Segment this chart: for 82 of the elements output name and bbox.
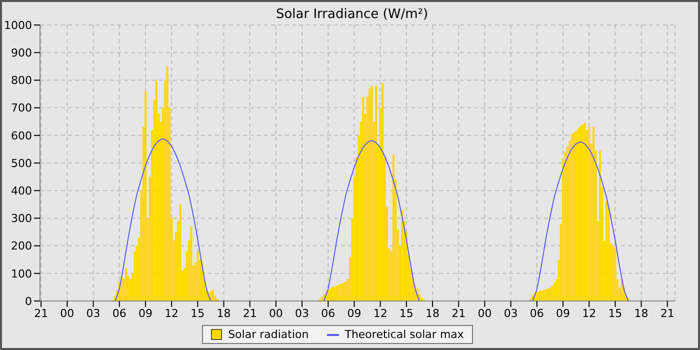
y-tick-label: 0 <box>25 294 32 308</box>
bar <box>584 122 586 301</box>
bar <box>155 80 158 301</box>
bar <box>549 288 552 301</box>
x-tick-label: 00 <box>268 306 283 320</box>
bar <box>582 124 584 301</box>
bar <box>553 282 556 301</box>
bar <box>124 268 127 301</box>
x-tick-label: 00 <box>60 306 74 320</box>
bar <box>572 132 575 301</box>
legend-label: Theoretical solar max <box>344 328 464 341</box>
bar <box>334 286 336 301</box>
bar <box>166 66 168 301</box>
x-tick-label: 21 <box>34 306 48 320</box>
x-tick-label: 09 <box>347 306 362 320</box>
bar <box>551 286 554 301</box>
y-tick-label: 400 <box>11 184 32 198</box>
x-tick-label: 21 <box>452 306 466 320</box>
bar <box>332 287 334 301</box>
x-tick-label: 15 <box>399 306 414 320</box>
x-tick-label: 21 <box>242 306 257 320</box>
x-tick-label: 18 <box>426 306 440 320</box>
y-tick-label: 700 <box>11 102 32 115</box>
y-tick-label: 1000 <box>4 18 32 32</box>
bar <box>368 88 371 301</box>
x-tick-label: 15 <box>608 306 622 320</box>
bar <box>542 290 545 301</box>
x-tick-label: 18 <box>634 306 648 320</box>
x-tick-label: 21 <box>660 306 674 320</box>
x-tick-label: 15 <box>190 306 205 320</box>
chart-title: Solar Irradiance (W/m²) <box>276 7 428 22</box>
x-tick-label: 06 <box>530 306 544 320</box>
x-tick-label: 09 <box>556 306 570 320</box>
x-tick-label: 03 <box>295 306 310 320</box>
x-tick-label: 06 <box>112 306 126 320</box>
bar <box>579 126 582 301</box>
bar <box>606 200 608 301</box>
bar <box>336 286 338 301</box>
bar <box>190 226 192 301</box>
x-tick-label: 03 <box>86 306 100 320</box>
y-tick-label: 100 <box>11 267 32 280</box>
bar <box>540 290 542 301</box>
bar <box>588 127 590 301</box>
x-tick-label: 12 <box>582 306 596 320</box>
bar <box>544 289 547 301</box>
y-tick-label: 200 <box>11 240 32 253</box>
bar <box>370 86 373 301</box>
bar <box>529 298 532 301</box>
bar <box>382 82 384 301</box>
bar <box>592 127 595 301</box>
y-tick-label: 600 <box>11 129 32 142</box>
bar <box>342 283 344 301</box>
x-tick-label: 09 <box>138 306 152 320</box>
bar <box>196 251 199 301</box>
x-tick-label: 03 <box>504 306 518 320</box>
y-tick-label: 900 <box>11 46 32 60</box>
bar <box>144 91 147 301</box>
bar <box>340 284 342 301</box>
bar <box>375 86 378 301</box>
bar <box>401 210 404 301</box>
bar <box>599 150 602 301</box>
bar <box>338 284 340 301</box>
legend-label: Solar radiation <box>228 328 309 341</box>
y-tick-label: 800 <box>11 74 32 88</box>
bar <box>344 282 347 301</box>
bar <box>179 204 182 301</box>
bar <box>362 96 364 301</box>
bar <box>612 246 614 301</box>
bar <box>614 247 616 301</box>
x-tick-label: 00 <box>478 306 492 320</box>
x-tick-label: 18 <box>216 306 231 320</box>
y-tick-label: 500 <box>11 156 32 170</box>
x-tick-label: 12 <box>164 306 179 320</box>
x-tick-label: 12 <box>373 306 388 320</box>
bar <box>392 154 394 301</box>
bar <box>546 288 549 301</box>
bar <box>577 128 580 301</box>
bar <box>538 291 540 301</box>
y-tick-label: 300 <box>11 212 32 226</box>
bar <box>570 134 573 301</box>
bar <box>575 131 578 301</box>
x-tick-label: 06 <box>321 306 336 320</box>
